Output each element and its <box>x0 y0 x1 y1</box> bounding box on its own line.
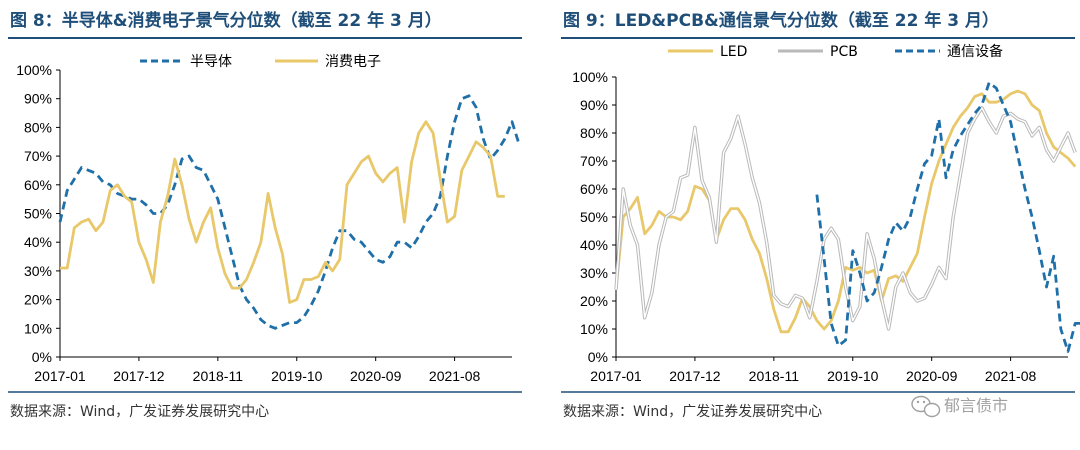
series-line-通信设备 <box>815 81 1080 353</box>
x-tick-label: 2019-10 <box>271 368 323 384</box>
y-tick-label: 30% <box>580 265 608 281</box>
legend-label: 半导体 <box>190 54 232 70</box>
legend-label: 消费电子 <box>325 54 381 70</box>
x-tick-label: 2017-12 <box>113 368 165 384</box>
legend: LED PCB 通信设备 <box>668 43 1003 60</box>
x-tick-label: 2019-10 <box>827 368 879 384</box>
x-tick-label: 2017-01 <box>590 368 642 384</box>
x-axis: 2017-01 2017-12 2018-11 2019-10 2020-09 2021-… <box>590 356 1068 384</box>
series-line-消费电子 <box>60 120 505 304</box>
legend: 半导体 消费电子 <box>140 54 381 70</box>
source-note: 数据来源：Wind，广发证券发展研究中心 <box>563 404 822 420</box>
watermark-text: 郁言债市 <box>944 396 1008 415</box>
y-tick-label: 90% <box>24 91 52 107</box>
series-line-LED <box>614 89 1077 334</box>
chart-title: 图 8：半导体&消费电子景气分位数（截至 22 年 3 月） <box>10 10 442 31</box>
y-tick-label: 50% <box>580 209 608 225</box>
plot-lines <box>58 94 521 330</box>
legend-label: PCB <box>830 44 858 60</box>
y-tick-label: 20% <box>24 292 52 308</box>
x-tick-label: 2018-11 <box>749 368 800 384</box>
y-tick-label: 0% <box>588 349 608 365</box>
x-tick-label: 2020-09 <box>906 368 958 384</box>
y-tick-label: 30% <box>24 263 52 279</box>
panel-led-pcb: 图 9：LED&PCB&通信景气分位数（截至 22 年 3 月） 0% 10% 20… <box>561 10 1080 420</box>
legend-label: 通信设备 <box>947 43 1003 60</box>
y-tick-label: 20% <box>580 293 608 309</box>
wechat-icon <box>911 395 941 418</box>
source-note: 数据来源：Wind，广发证券发展研究中心 <box>10 404 269 420</box>
x-tick-label: 2020-09 <box>350 368 402 384</box>
watermark: 郁言债市 <box>911 395 1008 418</box>
x-axis: 2017-01 2017-12 2018-11 2019-10 2020-09 2021-… <box>34 356 512 384</box>
series-line-半导体 <box>58 94 521 330</box>
y-tick-label: 60% <box>24 177 52 193</box>
series-line-pcb-core <box>615 107 1076 330</box>
y-axis: 0% 10% 20% 30% 40% 50% 60% 70% 80% 90% 100% <box>572 69 617 365</box>
y-axis: 0% 10% 20% 30% 40% 50% 60% 70% 80% 90% 100% <box>16 62 61 365</box>
x-tick-label: 2017-12 <box>669 368 721 384</box>
panel-semiconductor: 图 8：半导体&消费电子景气分位数（截至 22 年 3 月） 0% 10% 20% 3… <box>8 10 522 420</box>
y-tick-label: 100% <box>572 69 608 85</box>
chart-title: 图 9：LED&PCB&通信景气分位数（截至 22 年 3 月） <box>563 10 999 31</box>
y-tick-label: 40% <box>24 234 52 250</box>
y-tick-label: 10% <box>580 321 608 337</box>
x-tick-label: 2017-01 <box>34 368 86 384</box>
y-tick-label: 0% <box>32 349 52 365</box>
x-tick-label: 2021-08 <box>429 368 481 384</box>
plot-lines <box>614 81 1080 353</box>
y-tick-label: 70% <box>24 148 52 164</box>
y-tick-label: 40% <box>580 237 608 253</box>
legend-label: LED <box>720 44 747 60</box>
y-tick-label: 70% <box>580 153 608 169</box>
y-tick-label: 80% <box>24 119 52 135</box>
y-tick-label: 60% <box>580 181 608 197</box>
x-tick-label: 2018-11 <box>193 368 244 384</box>
y-tick-label: 10% <box>24 320 52 336</box>
y-tick-label: 90% <box>580 97 608 113</box>
y-tick-label: 100% <box>16 62 52 78</box>
x-tick-label: 2021-08 <box>985 368 1037 384</box>
y-tick-label: 50% <box>24 206 52 222</box>
series-line-pcb-outline <box>614 106 1077 331</box>
y-tick-label: 80% <box>580 125 608 141</box>
